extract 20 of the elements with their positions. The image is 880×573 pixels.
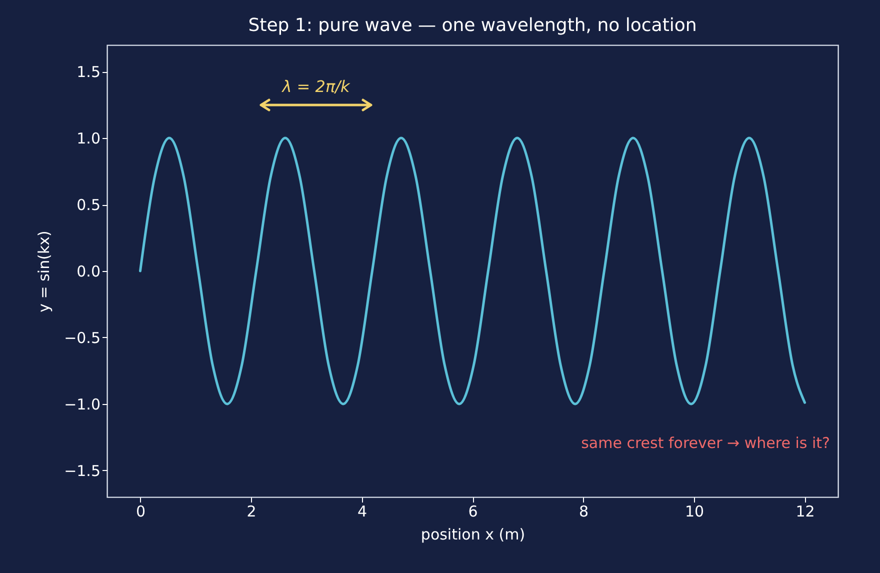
x-tick-label: 6 [468,502,478,520]
chart-title: Step 1: pure wave — one wavelength, no location [248,15,697,36]
line-series [138,136,806,406]
x-tick-label: 2 [246,502,256,520]
annotation: same crest forever → where is it? [581,434,830,452]
y-tick-label: −1.5 [64,462,100,480]
y-tick-label: −0.5 [64,328,100,347]
y-tick-label: 0.0 [76,262,100,280]
x-tick-label: 8 [578,502,589,520]
y-tick-label: 0.5 [76,196,100,214]
x-axis-title: position x (m) [420,526,526,544]
y-tick-label: 1.0 [76,130,100,148]
y-axis-title: y = sin(kx) [35,230,54,312]
x-tick-label: 10 [684,502,704,520]
x-tick-label: 12 [796,502,815,520]
y-tick-label: 1.5 [76,63,100,82]
x-tick-label: 0 [136,502,146,520]
y-tick-label: −1.0 [64,395,100,414]
annotation: λ = 2π/k [281,77,350,96]
x-tick-label: 4 [357,502,368,520]
